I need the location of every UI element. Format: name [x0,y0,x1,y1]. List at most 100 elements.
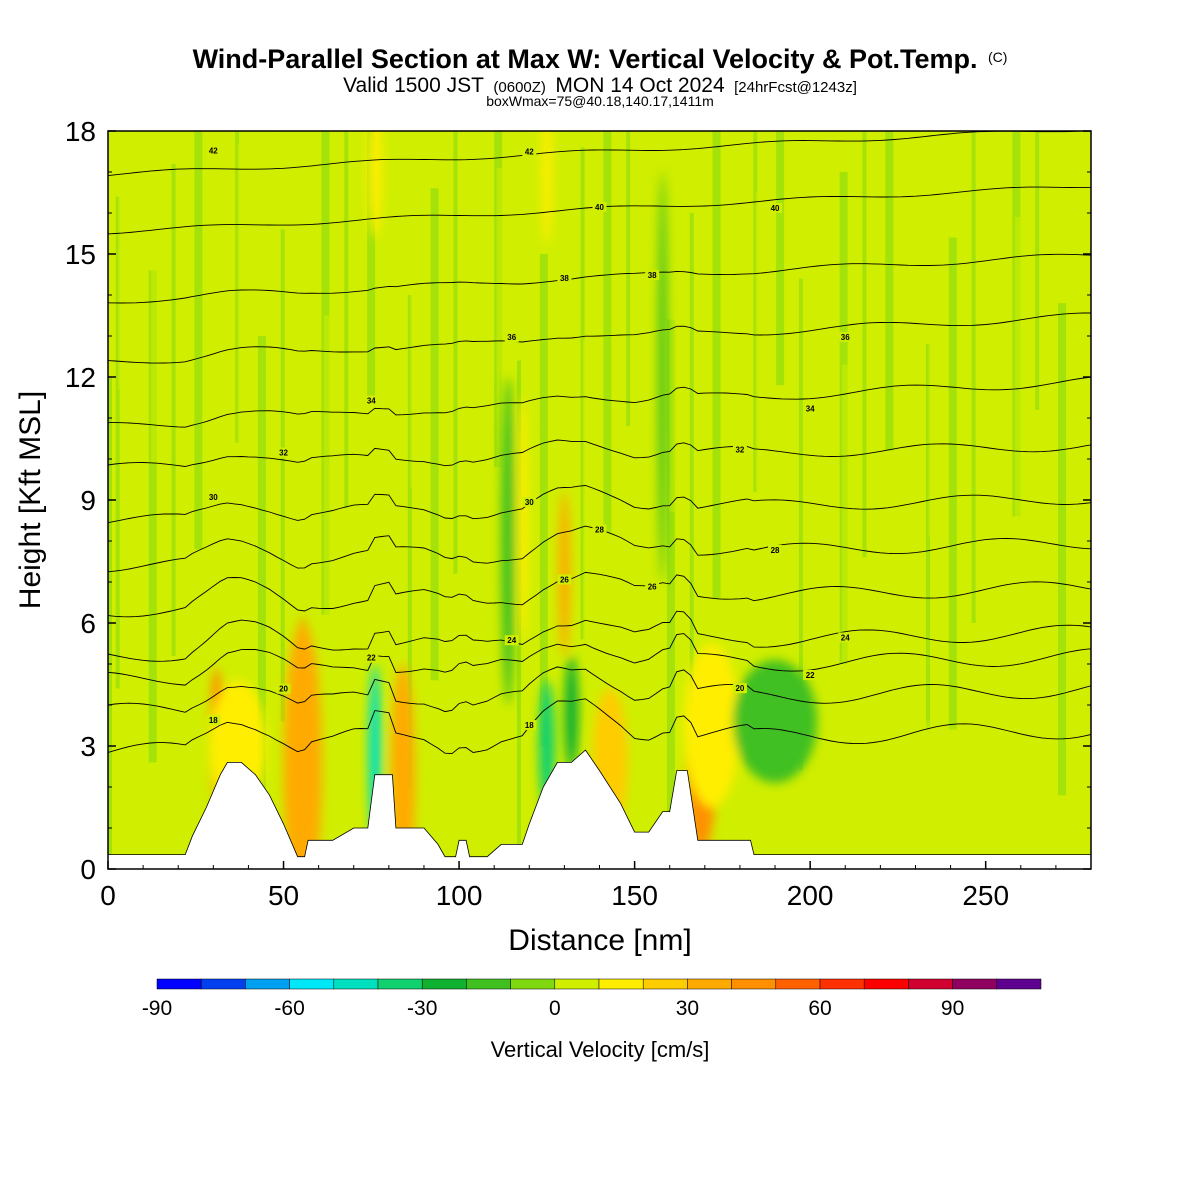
theta-contour-label: 40 [771,204,780,213]
theta-label-bg [803,669,818,680]
theta-contour-label: 32 [735,446,744,455]
theta-contour-line [108,376,1091,428]
w-cell [367,131,382,238]
theta-label-bg [206,492,221,503]
colorbar-tick-label: -30 [407,997,437,1020]
theta-label-bg [522,496,537,507]
w-streak [128,131,135,570]
boxwmax-info: boxWmax=75@40.18,140.17,1411m [486,93,714,109]
w-streak [646,131,653,619]
theta-contour-line [108,131,1089,177]
colorbar-swatch [952,978,998,990]
w-cell [558,491,571,656]
colorbar-tick-label: -60 [274,997,304,1020]
theta-contour-line [108,253,1091,304]
w-streak [603,131,612,533]
w-streak [669,131,680,513]
theta-contour-label: 34 [367,396,376,405]
y-tick-label: 9 [80,485,96,516]
w-streak [666,319,675,812]
theta-label-bg [803,403,818,414]
theta-label-bg [276,683,291,694]
theta-label-bg [732,683,747,694]
w-streak [689,213,694,705]
theta-contour-label: 28 [595,526,604,535]
theta-label-bg [504,332,519,343]
valid-utc: (0600Z) [493,79,546,96]
title-units: (C) [988,49,1007,65]
w-streak [732,299,743,792]
w-streak [171,163,176,656]
theta-label-bg [364,395,379,406]
y-tick-label: 18 [65,116,96,147]
theta-contour-line [108,633,1091,686]
theta-contour-label: 38 [560,274,569,283]
theta-contour-line [108,666,1091,713]
y-tick-label: 6 [80,608,96,639]
theta-contour-label: 24 [507,636,516,645]
theta-label-bg [592,524,607,535]
theta-label-bg [838,632,853,643]
w-streak [473,274,480,767]
w-streak [626,131,631,427]
theta-contour-labels: 18 18 20 20 22 22 24 24 26 26 28 28 30 30 32 32 34 34 36 36… [206,145,853,731]
theta-label-bg [522,720,537,731]
theta-contour-label: 36 [841,333,850,342]
colorbar-swatch [598,978,644,990]
theta-contour-label: 36 [507,333,516,342]
w-cell [541,131,553,246]
theta-label-bg [557,273,572,284]
colorbar-tick-label: 60 [808,997,831,1020]
colorbar-swatch [466,978,511,990]
w-streak [364,208,371,701]
theta-contour-label: 40 [595,203,604,212]
w-streak [194,131,203,550]
w-streak [582,340,589,833]
w-streak [755,192,762,685]
theta-contour-label: 18 [209,716,218,725]
colorbar-title: Vertical Velocity [cm/s] [491,1037,710,1062]
theta-contour-label: 22 [367,654,376,663]
theta-contour-label: 34 [806,404,815,413]
w-streak [798,278,803,771]
w-streak [235,131,240,443]
theta-contour-label: 22 [806,671,815,680]
w-streak [301,131,308,423]
theta-label-bg [206,715,221,726]
w-streak [539,254,548,746]
colorbar [156,978,1042,990]
theta-contour-label: 26 [560,575,569,584]
w-cell [827,725,1004,849]
theta-contour-label: 42 [209,147,218,156]
theta-label-bg [645,581,660,592]
w-streak [453,131,458,574]
w-cell [283,623,323,869]
colorbar-swatch [996,978,1042,990]
colorbar-swatch [289,978,335,990]
theta-label-bg [645,269,660,280]
plot-area: 18 18 20 20 22 22 24 24 26 26 28 28 30 30 32 32 34 34 36 36… [108,131,1091,869]
theta-contour-label: 30 [209,493,218,502]
w-streak [971,131,976,623]
colorbar-swatch [156,978,202,990]
valid-prefix: Valid 1500 JST [343,74,484,97]
theta-label-bg [522,146,537,157]
theta-label-bg [768,544,783,555]
chart-title: Wind-Parallel Section at Max W: Vertical… [193,44,1008,74]
colorbar-swatch [731,978,777,990]
w-cell [390,664,416,869]
w-streak [280,229,285,722]
chart-subtitle: Valid 1500 JST (0600Z) MON 14 Oct 2024 [… [343,74,857,97]
theta-label-bg [838,331,853,342]
theta-label-bg [592,201,607,212]
x-tick-label: 50 [268,880,299,911]
w-streak [819,131,826,472]
w-streak [430,188,439,681]
colorbar-swatch [554,978,600,990]
w-streak [1014,217,1025,710]
theta-label-bg [276,447,291,458]
w-cell [658,172,667,582]
theta-contour-label: 30 [525,498,534,507]
